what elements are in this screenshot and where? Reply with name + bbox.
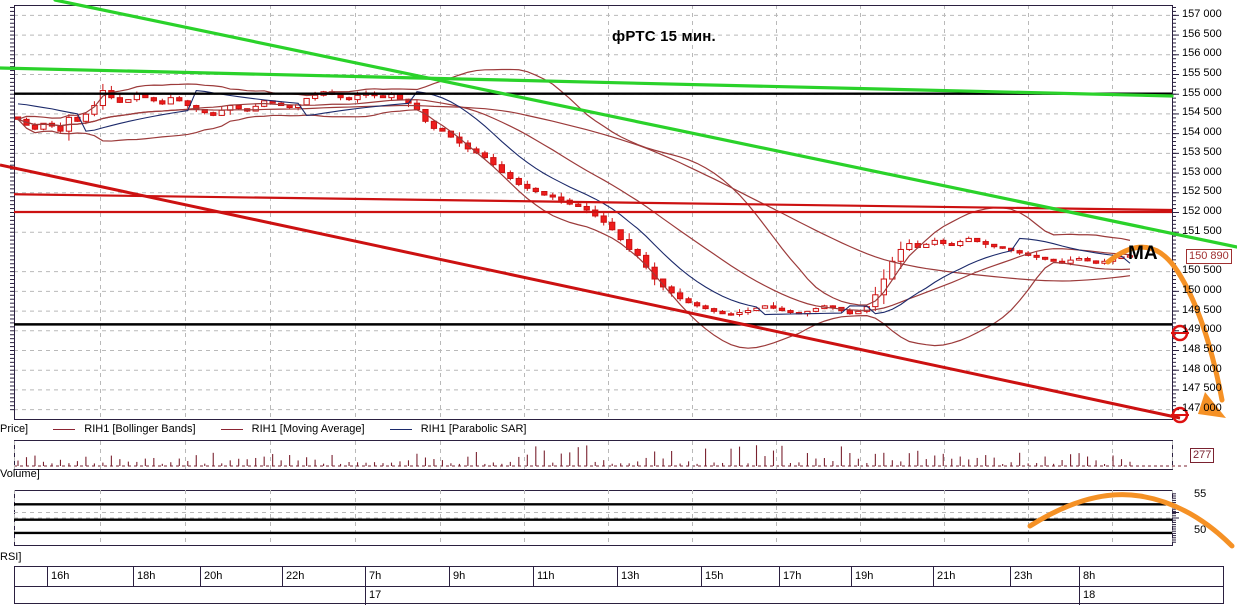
price-legend: Price] RIH1 [Bollinger Bands] RIH1 [Movi… xyxy=(0,423,1237,439)
time-axis-label: 8h xyxy=(1079,567,1163,586)
rsi-panel[interactable]: 55 50 xyxy=(0,488,1237,550)
price-axis-tick: 148 000 xyxy=(1182,362,1222,375)
price-axis-tick: 148 500 xyxy=(1182,343,1222,355)
time-axis-label: 16h xyxy=(47,567,131,586)
time-axis-label: 20h xyxy=(200,567,284,586)
legend-swatch-icon xyxy=(389,428,412,430)
price-axis-tick: 155 500 xyxy=(1182,67,1222,79)
date-axis-label: 17 xyxy=(365,586,485,605)
volume-panel-label: Volume] xyxy=(0,468,40,480)
price-plot[interactable] xyxy=(0,0,1237,424)
price-panel[interactable]: фРТС 15 мин. MA 150 890 157 000 156 500 15… xyxy=(0,0,1237,424)
price-axis-tick: 152 500 xyxy=(1182,185,1222,198)
rsi-panel-label: RSI] xyxy=(0,551,22,563)
ma-annotation-label: MA xyxy=(1128,243,1158,264)
last-price-badge: 150 890 xyxy=(1186,249,1232,264)
price-axis-tick: 153 000 xyxy=(1182,165,1222,178)
price-axis-tick: 151 500 xyxy=(1182,224,1222,237)
price-axis-tick: 154 000 xyxy=(1182,126,1222,139)
price-axis-tick: 152 000 xyxy=(1182,205,1222,217)
rsi-tick-50: 50 xyxy=(1194,524,1207,536)
time-axis-label: 7h xyxy=(365,567,449,586)
price-axis-tick: 155 000 xyxy=(1182,86,1222,99)
time-axis-label: 19h xyxy=(851,567,935,586)
legend-parabolic-sar[interactable]: RIH1 [Parabolic SAR] xyxy=(389,423,526,435)
price-axis-tick: 147 000 xyxy=(1182,402,1222,415)
price-axis-tick: 150 500 xyxy=(1182,264,1222,277)
volume-plot[interactable] xyxy=(0,440,1237,472)
time-axis-label: 9h xyxy=(449,567,533,586)
time-axis-label: 23h xyxy=(1010,567,1094,586)
time-axis-label: 22h xyxy=(282,567,366,586)
legend-price-label: Price] xyxy=(0,423,29,436)
time-axis-label: 17h xyxy=(779,567,863,586)
time-axis[interactable]: 16h 18h 20h 22h 7h 9h 11h 13h 15h 17h 19h 21h 23h 8h … xyxy=(14,566,1224,605)
legend-swatch-icon xyxy=(53,428,76,430)
price-axis-tick: 147 500 xyxy=(1182,382,1222,395)
volume-last-value-badge: 277 xyxy=(1190,448,1215,463)
time-axis-label: 15h xyxy=(701,567,785,586)
time-axis-label: 13h xyxy=(617,567,701,586)
date-axis-label: 18 xyxy=(1079,586,1199,605)
price-axis-tick: 156 500 xyxy=(1182,27,1222,40)
legend-moving-average[interactable]: RIH1 [Moving Average] xyxy=(220,423,365,435)
price-axis-tick: 150 000 xyxy=(1182,283,1222,296)
price-axis-tick: 149 000 xyxy=(1182,323,1222,336)
price-axis-tick: 153 500 xyxy=(1182,145,1222,158)
price-axis-tick: 149 500 xyxy=(1182,303,1222,316)
legend-swatch-icon xyxy=(220,428,243,430)
rsi-tick-55: 55 xyxy=(1194,488,1207,500)
price-axis-tick: 157 000 xyxy=(1182,7,1222,20)
chart-title: фРТС 15 мин. xyxy=(612,28,716,45)
price-axis-tick: 154 500 xyxy=(1182,106,1222,119)
time-axis-label: 11h xyxy=(533,567,617,586)
time-axis-label: 18h xyxy=(133,567,217,586)
legend-bollinger-bands[interactable]: RIH1 [Bollinger Bands] xyxy=(53,423,196,435)
volume-panel[interactable]: 277 xyxy=(0,440,1237,472)
rsi-plot[interactable] xyxy=(0,488,1237,550)
price-axis-tick: 156 000 xyxy=(1182,47,1222,60)
time-axis-label: 21h xyxy=(933,567,1017,586)
